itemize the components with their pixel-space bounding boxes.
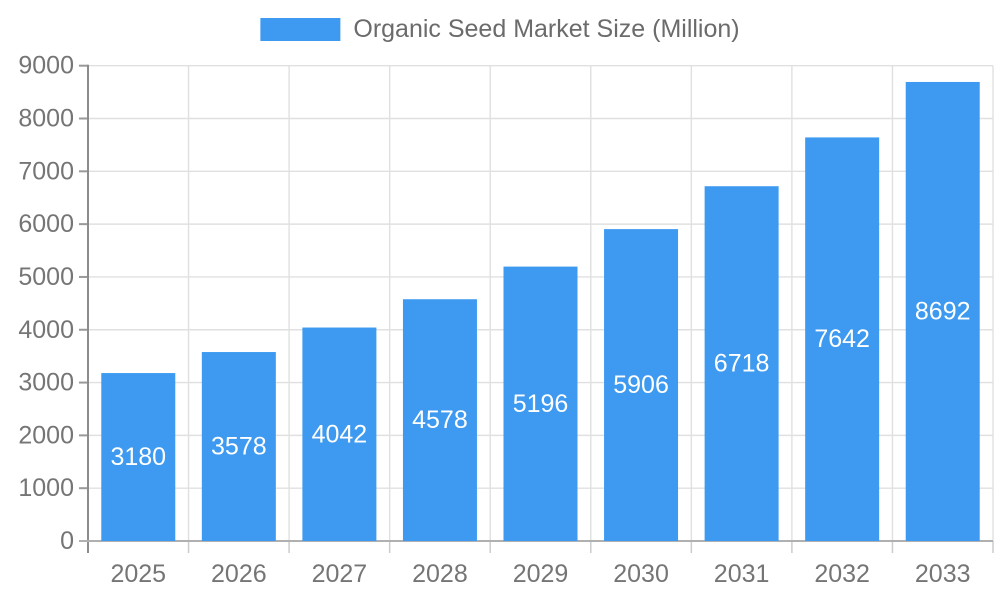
bar [805,137,880,542]
x-axis-label: 2031 [714,560,770,588]
bar-value-label: 7642 [814,325,870,353]
y-axis-label: 0 [60,527,74,555]
x-axis-label: 2025 [110,560,166,588]
bar-value-label: 3578 [211,433,267,461]
y-axis-label: 9000 [18,52,74,80]
y-axis-label: 4000 [18,316,74,344]
bar-value-label: 5196 [513,390,569,418]
bar-value-label: 4578 [412,406,468,434]
bar-value-label: 4042 [312,420,368,448]
bar [402,299,477,541]
bar [503,266,578,541]
x-axis-label: 2030 [613,560,669,588]
x-axis-label: 2027 [312,560,368,588]
chart-legend[interactable]: Organic Seed Market Size (Million) [260,15,740,43]
bar-value-label: 6718 [714,350,770,378]
y-axis-label: 5000 [18,263,74,291]
x-axis-label: 2026 [211,560,267,588]
legend-label: Organic Seed Market Size (Million) [353,15,740,43]
bar [101,373,176,541]
bar [905,81,980,541]
y-axis-label: 3000 [18,369,74,397]
legend-swatch-icon [260,18,341,41]
y-axis-label: 7000 [18,157,74,185]
bar-value-label: 3180 [110,443,166,471]
bar-value-label: 5906 [613,371,669,399]
y-axis-label: 6000 [18,210,74,238]
x-axis-label: 2032 [814,560,870,588]
bar [302,327,377,541]
y-axis-label: 2000 [18,421,74,449]
bar [201,352,276,541]
y-axis-label: 1000 [18,474,74,502]
x-axis-label: 2033 [915,560,971,588]
bar-value-label: 8692 [915,297,971,325]
x-axis-label: 2028 [412,560,468,588]
bar [704,186,779,541]
x-axis-label: 2029 [513,560,569,588]
y-axis-label: 8000 [18,105,74,133]
bar [604,229,679,541]
